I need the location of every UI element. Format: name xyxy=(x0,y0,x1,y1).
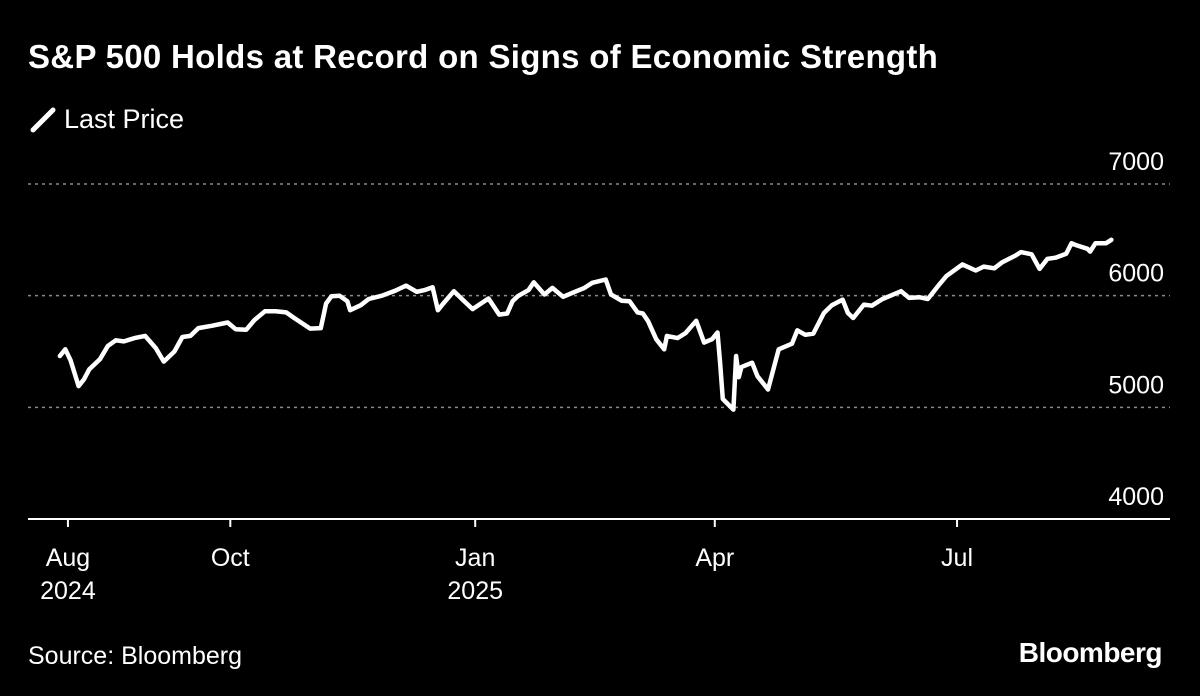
legend-label: Last Price xyxy=(64,104,185,134)
series-layer xyxy=(57,237,1114,412)
x-tick-label: Apr xyxy=(695,544,734,572)
grid-lines xyxy=(28,183,1170,409)
source-note: Source: Bloomberg xyxy=(28,642,243,670)
y-axis-tick-labels: 7000 6000 5000 4000 xyxy=(1108,148,1164,511)
legend: Last Price xyxy=(30,104,184,135)
y-tick-label: 5000 xyxy=(1108,371,1164,399)
y-tick-label: 6000 xyxy=(1108,260,1164,288)
x-tick-sublabel: 2024 xyxy=(40,577,96,605)
x-tick-label: Jul xyxy=(941,544,973,572)
bloomberg-logo: Bloomberg xyxy=(1018,637,1163,668)
x-tick-label: Oct xyxy=(211,544,250,572)
x-tick-label: Aug xyxy=(46,544,90,572)
y-tick-label: 7000 xyxy=(1108,148,1164,176)
series-line-last-price xyxy=(57,237,1114,412)
x-axis: Aug 2024 Oct Jan 2025 Apr Jul xyxy=(28,518,1170,605)
x-tick-sublabel: 2025 xyxy=(447,577,503,605)
chart-title: S&P 500 Holds at Record on Signs of Econ… xyxy=(28,38,939,75)
x-tick-label: Jan xyxy=(455,544,495,572)
y-tick-label: 4000 xyxy=(1108,483,1164,511)
legend-line-icon xyxy=(30,107,56,132)
